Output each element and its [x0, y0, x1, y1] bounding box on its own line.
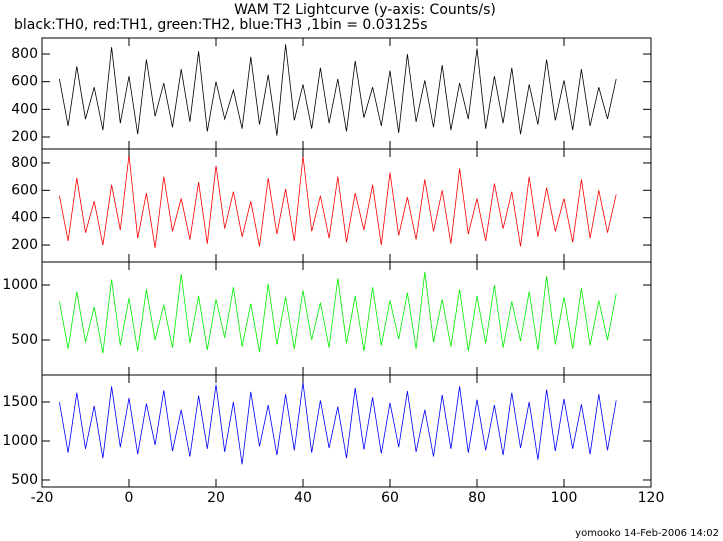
light-curve — [59, 382, 617, 465]
x-tick-label: 40 — [294, 490, 312, 506]
x-tick-label: 100 — [551, 490, 578, 506]
y-tick-label: 800 — [11, 46, 38, 62]
y-tick-label: 500 — [11, 332, 38, 348]
y-tick-label: 600 — [11, 74, 38, 90]
y-tick-label: 800 — [11, 155, 38, 171]
x-tick-label: -20 — [31, 490, 54, 506]
light-curve — [59, 154, 617, 248]
x-tick-label: 20 — [207, 490, 225, 506]
y-tick-label: 200 — [11, 129, 38, 145]
panel-frame — [41, 148, 652, 263]
light-curve — [59, 44, 617, 136]
y-tick-label: 400 — [11, 101, 38, 117]
panel-frame — [41, 37, 652, 150]
panel-frame — [41, 374, 652, 488]
footer: yomooko 14-Feb-2006 14:02 — [575, 528, 719, 539]
y-tick-label: 1000 — [2, 277, 38, 293]
y-tick-label: 600 — [11, 182, 38, 198]
x-tick-label: 0 — [125, 490, 134, 506]
y-tick-label: 400 — [11, 210, 38, 226]
y-tick-label: 500 — [11, 472, 38, 488]
y-tick-label: 1500 — [2, 394, 38, 410]
chart-subtitle: black:TH0, red:TH1, green:TH2, blue:TH3 … — [14, 17, 428, 33]
chart-title: WAM T2 Lightcurve (y-axis: Counts/s) — [234, 2, 496, 18]
panel-frame — [41, 261, 652, 376]
light-curve — [59, 271, 617, 354]
x-tick-label: 120 — [638, 490, 665, 506]
y-tick-label: 200 — [11, 237, 38, 253]
x-tick-label: 80 — [468, 490, 486, 506]
x-tick-label: 60 — [381, 490, 399, 506]
y-tick-label: 1000 — [2, 433, 38, 449]
